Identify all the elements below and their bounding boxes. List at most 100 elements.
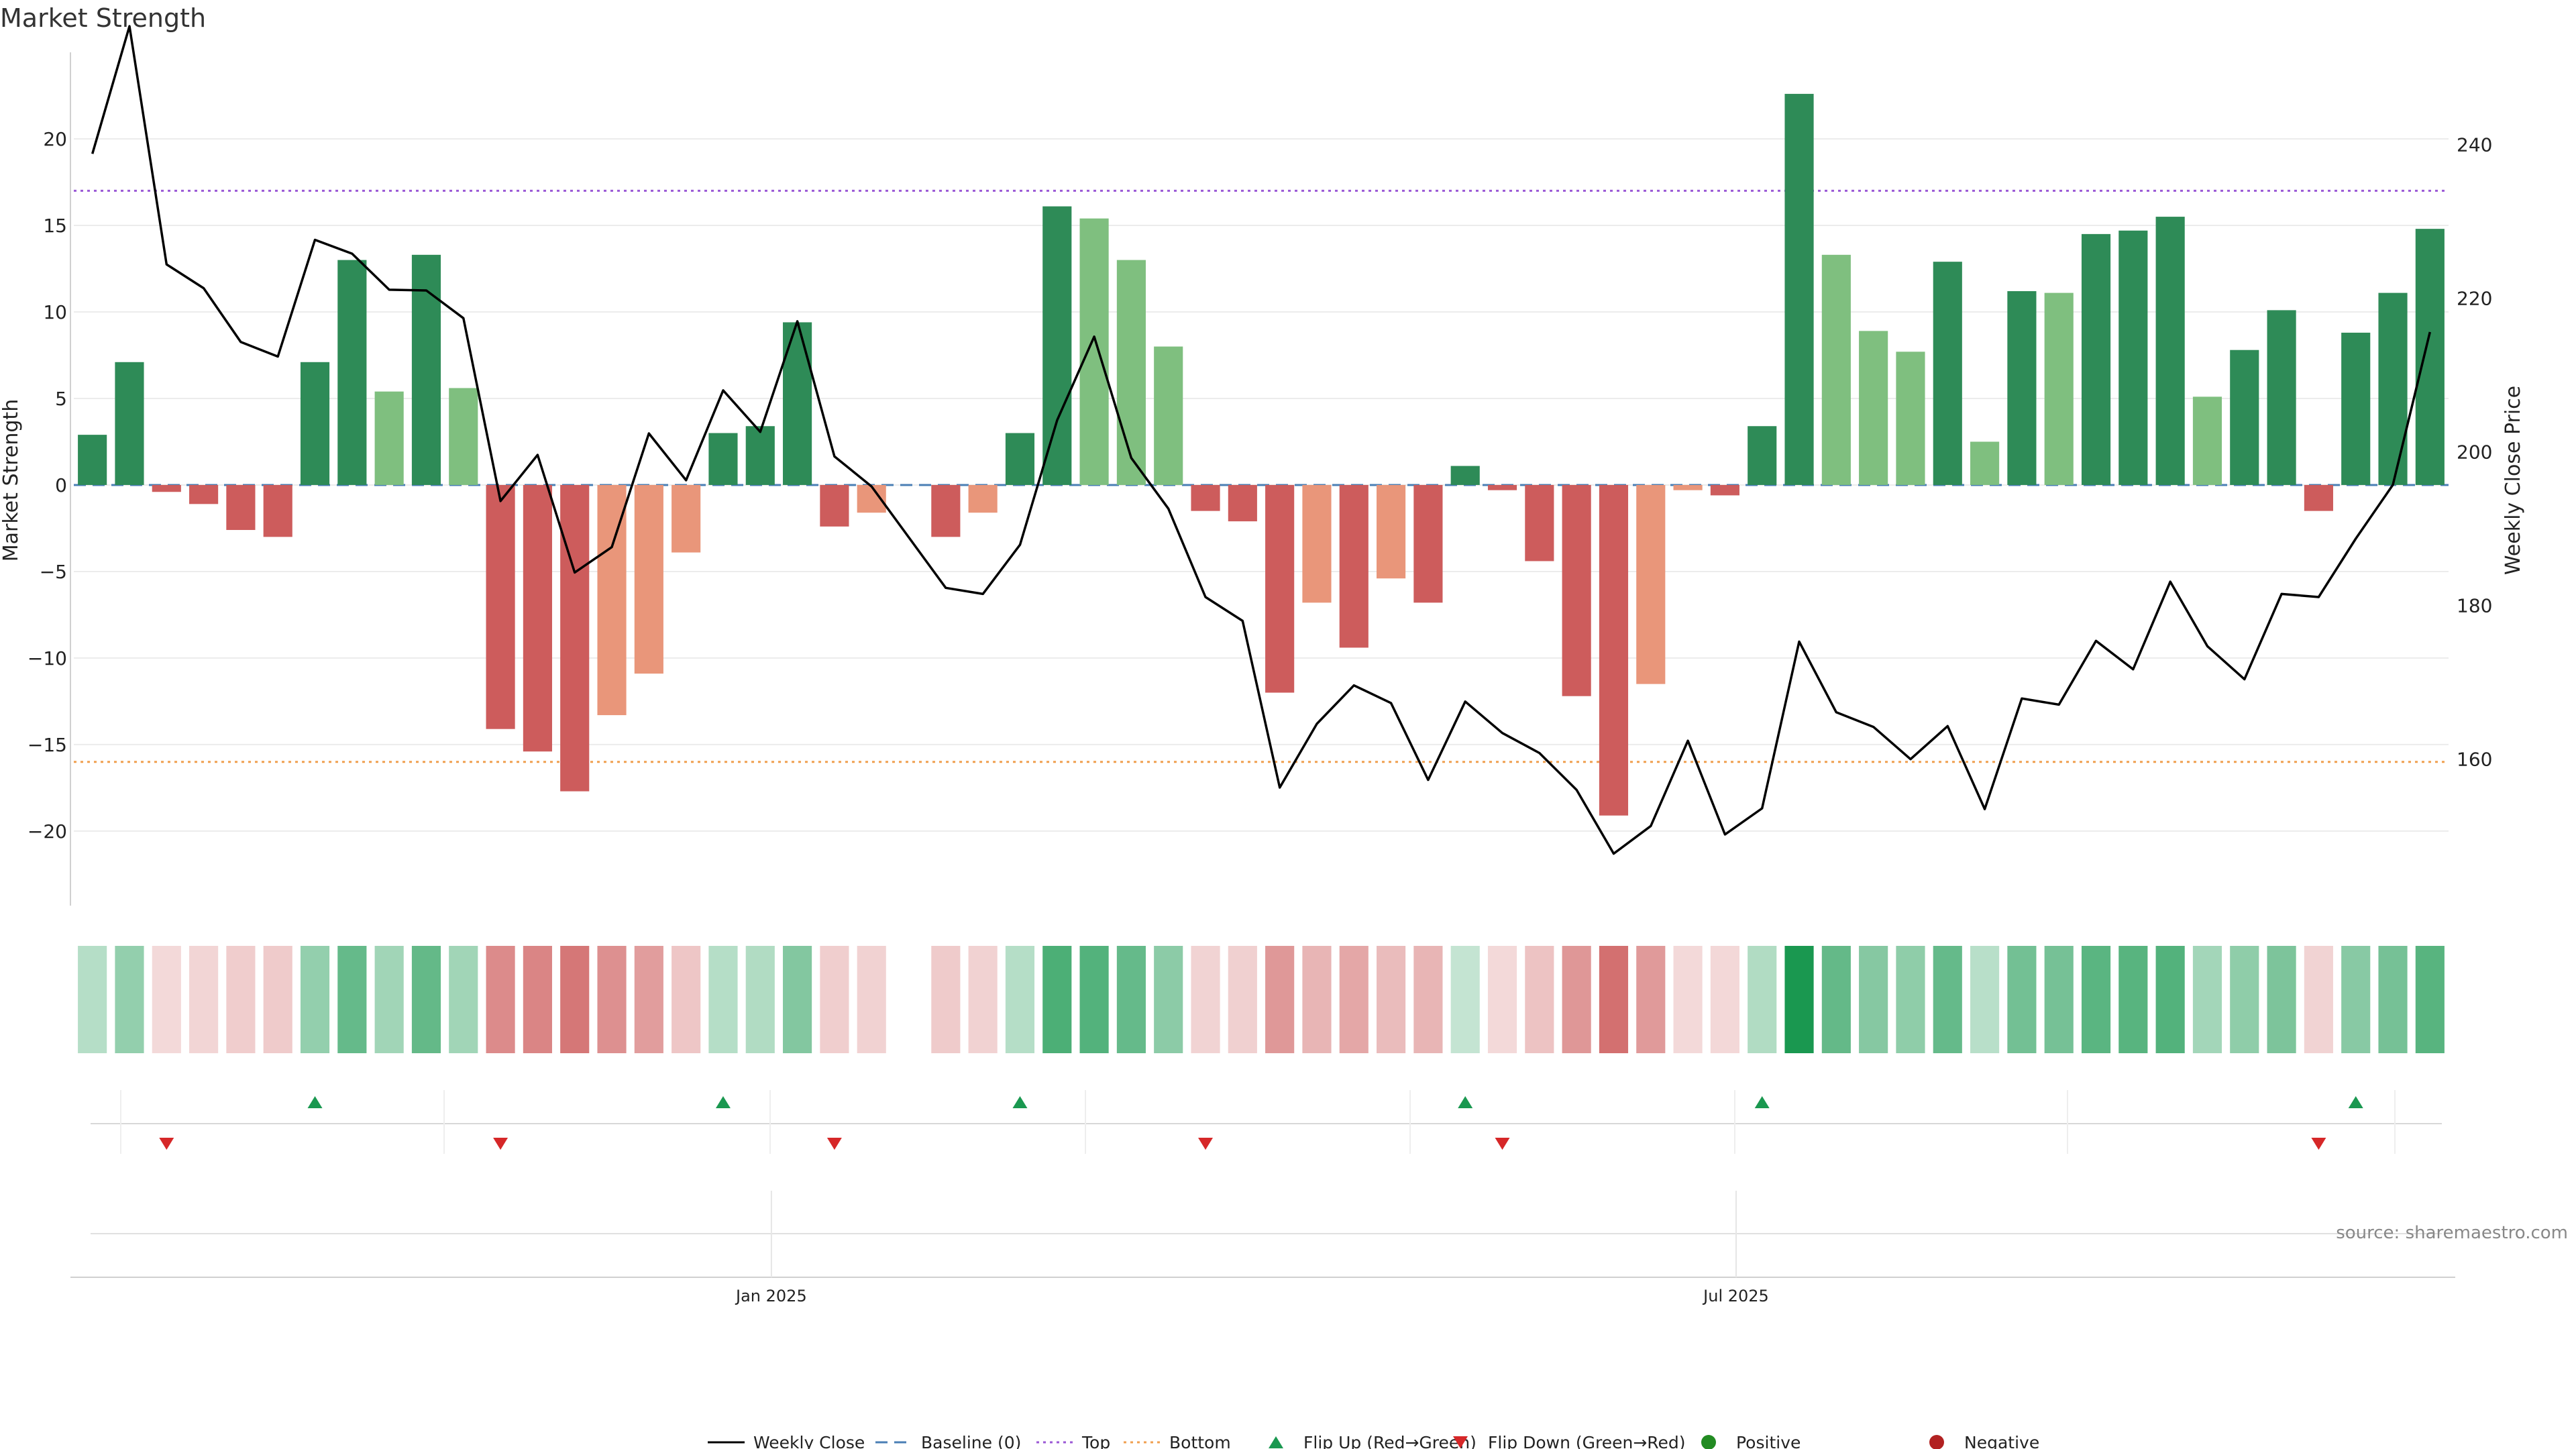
- strength-bar: [2044, 292, 2074, 485]
- flip-up-marker: [715, 1096, 731, 1108]
- strength-bar: [1821, 254, 1851, 485]
- heat-cell: [1562, 946, 1591, 1053]
- strength-bar: [1933, 262, 1962, 485]
- strength-bar: [1450, 466, 1480, 485]
- strength-bar: [300, 362, 330, 485]
- legend-swatch: [1453, 1436, 1468, 1448]
- strength-bar: [411, 254, 441, 485]
- strength-bar: [486, 484, 515, 729]
- heat-cell: [152, 946, 181, 1053]
- axes: −20 −15 −10 −5 0 5 10 15 20 160 180 200 220 240 Market…: [0, 52, 2525, 906]
- strength-bar: [1116, 260, 1146, 485]
- heat-cell: [745, 946, 775, 1053]
- heat-cell: [1005, 946, 1035, 1053]
- strength-bar: [1599, 484, 1629, 816]
- strength-bar: [708, 433, 738, 485]
- flip-down-marker: [1495, 1138, 1510, 1150]
- heat-cell: [560, 946, 590, 1053]
- heat-cell: [1339, 946, 1368, 1053]
- heat-cell: [820, 946, 849, 1053]
- heat-cell: [2081, 946, 2111, 1053]
- strength-bar: [1748, 426, 1777, 485]
- heat-cell: [2304, 946, 2333, 1053]
- strength-bar: [78, 435, 107, 485]
- flip-up-marker: [1012, 1096, 1028, 1108]
- y-axis-title: Market Strength: [0, 399, 23, 561]
- strength-bar: [1079, 218, 1109, 485]
- heat-cell: [672, 946, 701, 1053]
- strength-bar: [1191, 484, 1220, 511]
- chart-title: Market Strength: [0, 3, 206, 33]
- heat-cell: [1265, 946, 1295, 1053]
- heat-cell: [337, 946, 367, 1053]
- date-tick-label: Jan 2025: [735, 1287, 807, 1305]
- legend-label: Positive: [1736, 1433, 1801, 1449]
- heat-cell: [2267, 946, 2296, 1053]
- heat-cell: [1784, 946, 1814, 1053]
- heat-cell: [300, 946, 330, 1053]
- legend-swatch: [1701, 1435, 1716, 1449]
- strength-bar: [1859, 331, 1888, 485]
- heat-cell: [2192, 946, 2222, 1053]
- strength-bar: [1265, 484, 1295, 693]
- strength-bar: [1673, 484, 1703, 490]
- strength-bar: [672, 484, 701, 553]
- y2-tick-label: 160: [2457, 749, 2492, 771]
- flip-down-marker: [2311, 1138, 2326, 1150]
- weekly-close-series: [91, 25, 2432, 855]
- strength-bar: [1636, 484, 1666, 684]
- heat-cell: [968, 946, 998, 1053]
- strength-bar: [1487, 484, 1517, 490]
- y-tick-label: 10: [43, 301, 67, 323]
- y-tick-label: −20: [28, 820, 67, 843]
- heat-cell: [1525, 946, 1554, 1053]
- heat-cell: [708, 946, 738, 1053]
- y-tick-label: 20: [43, 128, 67, 150]
- heat-cell: [1970, 946, 2000, 1053]
- flip-markers-panel: [91, 1090, 2442, 1154]
- heat-cell: [411, 946, 441, 1053]
- strength-bar: [115, 362, 144, 485]
- strength-bar: [597, 484, 627, 716]
- heat-cell: [931, 946, 961, 1053]
- heat-cell: [1636, 946, 1666, 1053]
- strength-bar: [2081, 233, 2111, 485]
- heat-cell: [189, 946, 219, 1053]
- heat-cell: [2155, 946, 2185, 1053]
- heat-cell: [486, 946, 515, 1053]
- strength-bar: [2007, 291, 2037, 485]
- strength-bar: [1154, 346, 1183, 485]
- heat-cell: [1487, 946, 1517, 1053]
- heat-cell: [226, 946, 256, 1053]
- y-tick-label: 0: [55, 474, 67, 496]
- strength-bar: [820, 484, 849, 527]
- heat-cell: [634, 946, 663, 1053]
- strength-bar: [1525, 484, 1554, 561]
- heat-cell: [1079, 946, 1109, 1053]
- strength-bar: [2155, 217, 2185, 485]
- y-tick-label: 15: [43, 215, 67, 237]
- legend-label: Flip Down (Green→Red): [1488, 1433, 1686, 1449]
- lower-panel: Jan 2025 Jul 2025: [70, 1191, 2455, 1305]
- strength-bar: [1970, 441, 2000, 485]
- heat-cell: [1748, 946, 1777, 1053]
- strength-bar: [783, 322, 812, 485]
- legend-swatch: [1269, 1436, 1283, 1448]
- legend-label: Bottom: [1169, 1433, 1231, 1449]
- strength-bar: [523, 484, 552, 752]
- strength-bar: [189, 484, 219, 504]
- heat-cell: [2341, 946, 2371, 1053]
- heat-cell: [1710, 946, 1739, 1053]
- heat-cell: [2118, 946, 2148, 1053]
- legend-swatch: [1929, 1435, 1944, 1449]
- strength-bar: [152, 484, 181, 492]
- y2-tick-label: 220: [2457, 287, 2492, 309]
- strength-bar: [1896, 352, 1925, 485]
- flip-down-marker: [493, 1138, 508, 1150]
- heat-cell: [2044, 946, 2074, 1053]
- source-credit: source: sharemaestro.com: [2336, 1223, 2568, 1243]
- heat-cell: [1599, 946, 1629, 1053]
- heat-cell: [263, 946, 292, 1053]
- strength-bar: [1784, 93, 1814, 485]
